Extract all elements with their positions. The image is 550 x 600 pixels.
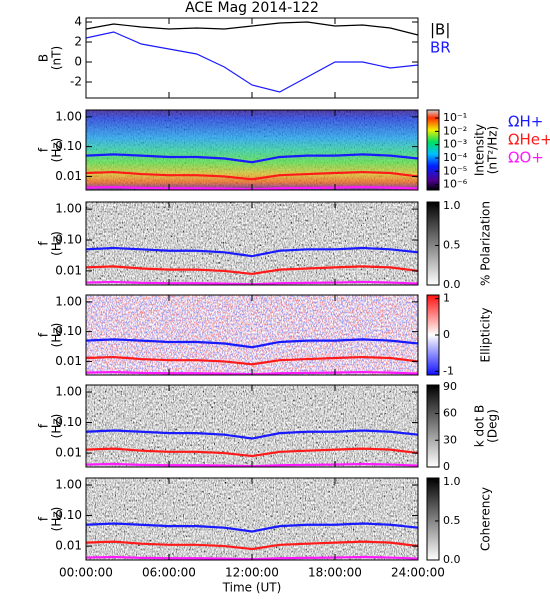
colorbar-tick-label: -1 — [443, 364, 454, 377]
data-line — [85, 355, 419, 366]
y-tick-label: 0.10 — [55, 233, 82, 247]
data-line — [85, 540, 419, 551]
y-axis-label: (Hz) — [50, 414, 64, 439]
y-tick-label: 0.01 — [55, 354, 82, 368]
colorbar-label: k dot B — [473, 405, 487, 447]
y-tick-label: 4 — [74, 15, 82, 29]
colorbar-tick-label: 10⁻⁶ — [443, 178, 468, 191]
y-axis-label: (nT) — [50, 46, 64, 70]
colorbar — [426, 109, 440, 191]
colorbar-tick-label: 10⁻³ — [443, 138, 467, 151]
y-tick-label: 1.00 — [55, 478, 82, 492]
y-tick-label: 0.01 — [55, 446, 82, 460]
y-axis-label: (Hz) — [50, 323, 64, 348]
y-tick-label: -2 — [70, 75, 82, 89]
colorbar-tick-label: 0.0 — [443, 278, 461, 291]
colorbar — [426, 201, 440, 286]
data-line — [85, 429, 419, 440]
data-line — [85, 246, 419, 258]
y-axis-label: (Hz) — [50, 507, 64, 532]
y-tick-label: 0.10 — [55, 139, 82, 153]
colorbar — [426, 384, 440, 468]
data-line — [85, 21, 419, 36]
x-tick-label: 00:00:00 — [59, 566, 113, 580]
y-tick-label: 0 — [74, 55, 82, 69]
legend-label: ΩO+ — [508, 149, 544, 167]
y-tick-label: 1.00 — [55, 109, 82, 123]
legend-label: BR — [430, 39, 451, 57]
legend-label: |B| — [430, 21, 450, 39]
colorbar-tick-label: 0.0 — [443, 553, 461, 566]
colorbar-tick-label: 10⁻² — [443, 124, 467, 137]
colorbar-tick-label: 10⁻¹ — [443, 111, 467, 124]
y-axis-label: f — [37, 147, 51, 152]
legend-label: ΩH+ — [508, 113, 543, 131]
spectrogram-background — [86, 478, 418, 560]
x-tick-label: 18:00:00 — [308, 566, 362, 580]
colorbar-tick-label: 0.5 — [443, 238, 461, 251]
y-tick-label: 2 — [74, 35, 82, 49]
y-tick-label: 1.00 — [55, 294, 82, 308]
plot-frame — [85, 17, 419, 99]
data-line — [85, 170, 419, 181]
colorbar-label: % Polarization — [479, 201, 493, 286]
y-tick-label: 0.01 — [55, 169, 82, 183]
spectrogram-background — [86, 202, 418, 285]
y-axis-label: f — [37, 241, 51, 246]
chart-title: ACE Mag 2014-122 — [185, 0, 319, 16]
y-axis-label: B — [37, 54, 51, 62]
y-axis-label: (Hz) — [50, 231, 64, 256]
y-tick-label: 1.00 — [55, 385, 82, 399]
colorbar-label: Coherency — [479, 487, 493, 551]
y-tick-label: 0.01 — [55, 539, 82, 553]
x-tick-label: 06:00:00 — [142, 566, 196, 580]
colorbar-tick-label: 1.0 — [443, 199, 461, 212]
colorbar-tick-label: 0 — [443, 460, 450, 473]
y-axis-label: f — [37, 423, 51, 428]
y-tick-label: 1.00 — [55, 202, 82, 216]
colorbar — [426, 477, 440, 561]
colorbar-label: Ellipticity — [479, 308, 493, 363]
colorbar-tick-label: 1 — [443, 292, 450, 305]
y-tick-label: 0.01 — [55, 263, 82, 277]
x-axis-label: Time (UT) — [222, 581, 282, 595]
colorbar-label: (nT²/Hz) — [486, 126, 500, 174]
data-line — [85, 338, 419, 349]
colorbar-tick-label: 60 — [443, 407, 457, 420]
legend-label: ΩHe+ — [508, 131, 550, 149]
colorbar-tick-label: 90 — [443, 380, 457, 393]
colorbar-label: (Deg) — [486, 409, 500, 443]
spectrogram-background — [86, 385, 418, 467]
spectrogram-texture — [86, 295, 418, 375]
spectrogram-texture — [86, 110, 418, 190]
colorbar-tick-label: 1.0 — [443, 475, 461, 488]
y-tick-label: 0.10 — [55, 324, 82, 338]
y-axis-label: f — [37, 516, 51, 521]
colorbar-tick-label: 10⁻⁵ — [443, 164, 467, 177]
data-line — [85, 522, 419, 533]
colorbar-label: Intensity — [473, 124, 487, 176]
colorbar-tick-label: 0 — [443, 328, 450, 341]
x-tick-label: 12:00:00 — [225, 566, 279, 580]
y-axis-label: (Hz) — [50, 138, 64, 163]
y-tick-label: 0.10 — [55, 508, 82, 522]
y-axis-label: f — [37, 332, 51, 337]
data-line — [85, 447, 419, 458]
y-tick-label: 0.10 — [55, 415, 82, 429]
data-line — [85, 31, 419, 93]
colorbar-tick-label: 0.5 — [443, 514, 461, 527]
data-line — [85, 153, 419, 164]
x-tick-label: 24:00:00 — [391, 566, 445, 580]
colorbar-tick-label: 30 — [443, 433, 457, 446]
colorbar-tick-label: 10⁻⁴ — [443, 151, 468, 164]
data-line — [85, 265, 419, 276]
